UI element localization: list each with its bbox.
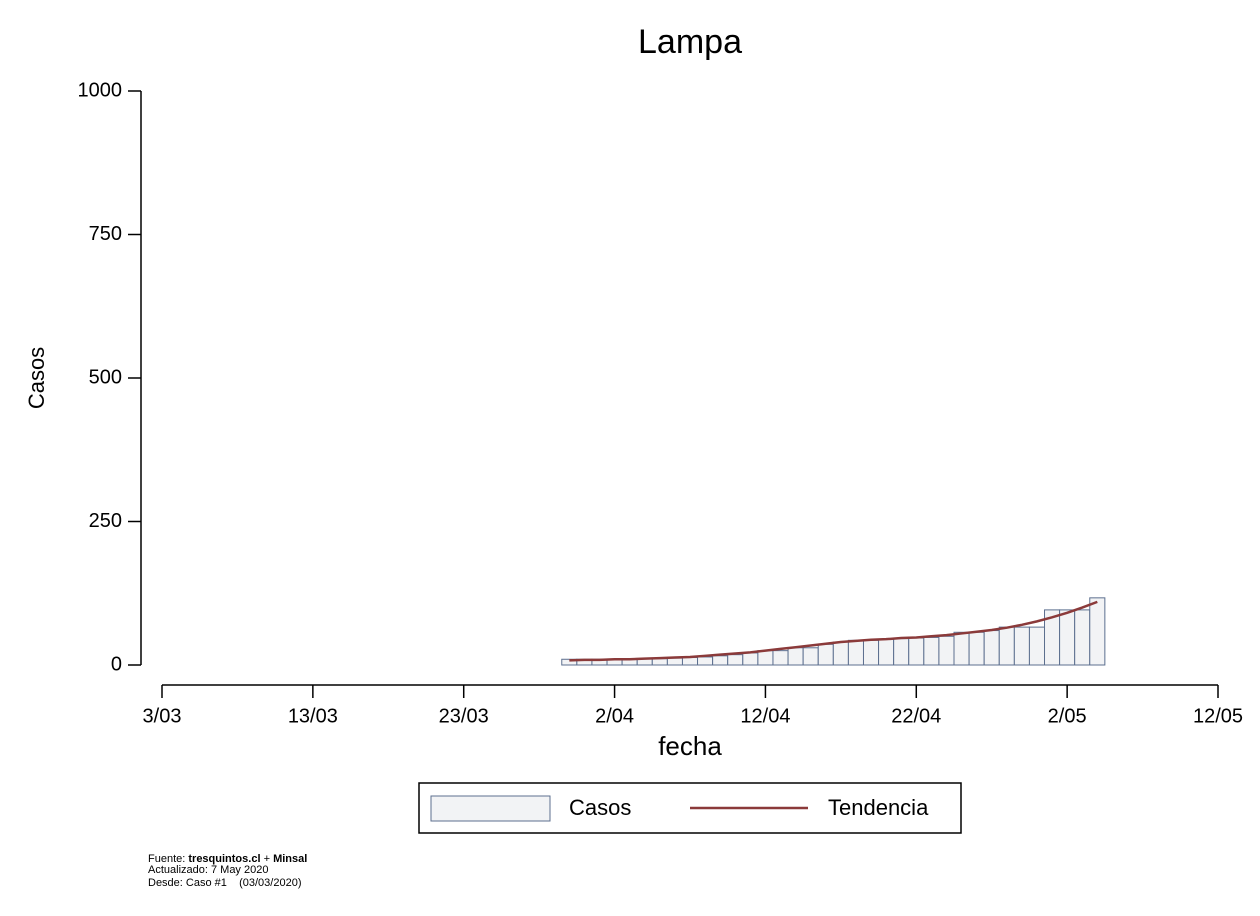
bar <box>878 638 895 666</box>
note-source-site: tresquintos.cl <box>188 853 260 865</box>
bar <box>923 636 940 666</box>
bar <box>1089 597 1106 666</box>
x-tick-label: 13/03 <box>288 705 338 727</box>
bar <box>998 626 1015 666</box>
bar <box>832 641 849 666</box>
bar <box>1074 609 1091 666</box>
bar <box>847 639 864 666</box>
x-tick-label: 3/03 <box>143 705 182 727</box>
note-source-prefix: Fuente: <box>148 853 185 865</box>
bar <box>772 650 789 666</box>
y-tick-label: 750 <box>89 223 122 245</box>
bar <box>802 647 819 666</box>
x-tick-label: 23/03 <box>439 705 489 727</box>
y-tick-label: 1000 <box>78 79 123 101</box>
bar <box>1013 626 1030 666</box>
bar <box>968 631 985 666</box>
note-source: Fuente: tresquintos.cl + Minsal <box>148 853 307 865</box>
bar <box>817 643 834 666</box>
x-axis-label: fecha <box>658 731 722 761</box>
bar <box>908 637 925 666</box>
x-tick-label: 2/04 <box>595 705 634 727</box>
bar <box>862 639 880 666</box>
bar <box>893 638 910 666</box>
bar <box>742 652 759 666</box>
bar <box>1028 626 1046 666</box>
bar <box>787 647 804 666</box>
bar <box>727 654 744 666</box>
bar <box>666 657 683 666</box>
legend-label: Tendencia <box>828 795 929 820</box>
bar <box>757 650 774 666</box>
bar <box>712 655 729 666</box>
y-axis-label: Casos <box>24 347 49 409</box>
legend-swatch <box>430 795 551 822</box>
note-source-org: Minsal <box>273 853 307 865</box>
bar <box>953 631 970 666</box>
y-tick-label: 250 <box>89 510 122 532</box>
note-source-plus: + <box>264 853 270 865</box>
bar <box>697 656 714 666</box>
x-tick-label: 2/05 <box>1048 705 1087 727</box>
y-tick-label: 500 <box>89 366 122 388</box>
chart-title: Lampa <box>638 23 742 61</box>
x-tick-label: 22/04 <box>891 705 941 727</box>
bar <box>1059 609 1076 666</box>
trend-line <box>569 600 1098 662</box>
y-tick-label: 0 <box>111 653 122 675</box>
note-since: Desde: Caso #1 (03/03/2020) <box>148 877 301 889</box>
bar <box>681 657 699 666</box>
bar <box>651 658 668 666</box>
x-tick-label: 12/05 <box>1193 705 1243 727</box>
x-tick-label: 12/04 <box>740 705 790 727</box>
legend-label: Casos <box>569 795 631 820</box>
note-updated: Actualizado: 7 May 2020 <box>148 864 268 876</box>
bar <box>938 635 955 666</box>
bar <box>983 630 1000 666</box>
